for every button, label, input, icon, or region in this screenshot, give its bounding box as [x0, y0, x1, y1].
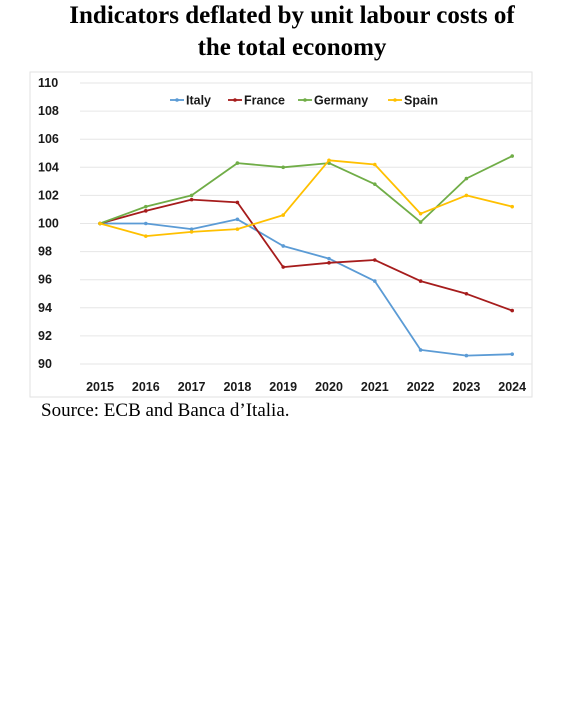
data-point-spain [98, 221, 102, 226]
data-point-france [235, 200, 240, 205]
line-chart: 90 92 94 96 98 100 102 104 106 108 110 2015 2016 2017… [29, 71, 533, 398]
data-point-france [281, 265, 286, 269]
x-tick-label: 2019 [269, 380, 297, 394]
y-tick-label: 96 [38, 273, 52, 287]
y-tick-label: 94 [38, 301, 52, 315]
series-line-spain [99, 159, 513, 238]
x-tick-label: 2021 [361, 380, 389, 394]
x-tick-label: 2016 [132, 380, 160, 394]
y-tick-label: 106 [38, 132, 59, 146]
data-point-germany [189, 193, 194, 198]
y-tick-label: 100 [38, 217, 59, 231]
data-point-france [373, 258, 377, 262]
chart-area-border [29, 71, 533, 398]
series-line-france [99, 198, 513, 312]
data-point-germany [418, 220, 423, 224]
x-tick-label: 2024 [498, 380, 526, 394]
legend-label-germany: Germany [314, 94, 368, 108]
data-point-italy [327, 256, 331, 261]
title-line-2: the total economy [197, 34, 387, 61]
data-point-spain [189, 230, 194, 234]
data-point-italy [144, 221, 148, 226]
legend-marker-spain [393, 98, 397, 102]
y-tick-label: 104 [38, 160, 59, 174]
y-tick-label: 92 [38, 329, 52, 343]
x-tick-label: 2023 [452, 380, 480, 394]
data-point-germany [510, 154, 514, 158]
y-tick-label: 102 [38, 188, 59, 202]
data-point-germany [373, 182, 377, 186]
legend-label-france: France [244, 94, 285, 108]
legend-marker-italy [175, 98, 179, 102]
data-point-spain [327, 158, 331, 163]
data-point-italy [235, 217, 240, 222]
legend-marker-germany [303, 98, 307, 102]
legend-marker-france [233, 98, 237, 102]
data-point-spain [418, 211, 423, 216]
y-tick-label: 98 [38, 245, 52, 259]
x-tick-label: 2018 [223, 380, 251, 394]
data-point-germany [281, 165, 286, 170]
x-tick-label: 2015 [86, 380, 114, 394]
data-point-italy [281, 244, 286, 248]
data-point-italy [418, 348, 423, 352]
data-point-france [189, 197, 194, 202]
data-point-spain [464, 193, 469, 198]
data-point-france [418, 279, 423, 283]
data-point-germany [144, 204, 148, 209]
y-tick-label: 108 [38, 104, 59, 118]
data-point-spain [373, 162, 377, 167]
data-point-spain [144, 234, 148, 238]
data-point-italy [464, 353, 469, 358]
x-tick-label: 2017 [178, 380, 206, 394]
data-point-france [510, 308, 514, 313]
data-point-spain [510, 204, 514, 209]
data-point-italy [189, 227, 194, 231]
title-line-1: Indicators deflated by unit labour costs… [69, 2, 515, 29]
legend-label-spain: Spain [404, 94, 438, 108]
data-point-italy [373, 279, 377, 283]
data-point-france [327, 261, 331, 265]
data-point-germany [464, 176, 469, 181]
x-tick-label: 2022 [407, 380, 435, 394]
data-point-spain [281, 213, 286, 217]
data-point-spain [235, 227, 240, 231]
x-tick-label: 2020 [315, 380, 343, 394]
source-note: Source: ECB and Banca d’Italia. [41, 400, 290, 421]
series-line-germany [99, 155, 513, 225]
data-point-italy [510, 352, 514, 356]
y-tick-label: 110 [38, 76, 58, 90]
series-line-italy [100, 218, 513, 357]
data-point-germany [235, 161, 240, 165]
data-point-france [144, 209, 148, 213]
y-tick-label: 90 [38, 357, 52, 371]
legend-label-italy: Italy [186, 94, 211, 108]
data-point-france [464, 291, 469, 296]
chart-title: Indicators deflated by unit labour costs… [0, 0, 584, 64]
